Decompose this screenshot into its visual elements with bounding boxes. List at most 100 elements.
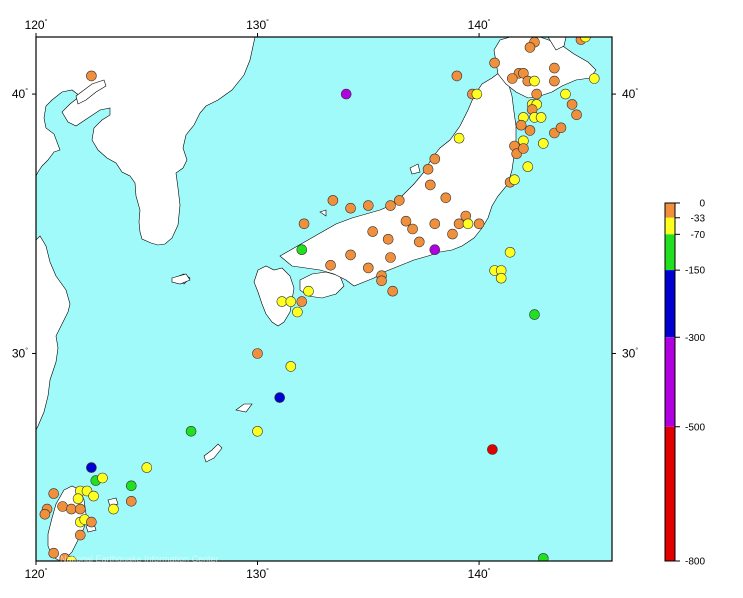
earthquake-marker — [88, 490, 99, 502]
amami-island — [235, 403, 253, 413]
hokkaido — [493, 37, 597, 99]
earthquake-marker — [86, 70, 97, 82]
earthquake-marker — [108, 503, 119, 515]
earthquake-marker — [57, 501, 68, 512]
depth-tick-label: -800 — [685, 557, 705, 568]
depth-band — [665, 270, 675, 338]
earthquake-marker — [440, 192, 452, 204]
earthquake-marker — [376, 275, 387, 287]
depth-tick-label: 0 — [699, 199, 705, 210]
axis-ticks: 120° 120° 130° 130° 140° 140° 40° 40° 30° 30° — [12, 18, 639, 581]
earthquake-marker — [252, 425, 263, 437]
earthquake-marker — [362, 200, 374, 211]
earthquake-marker — [285, 296, 297, 307]
oki-islands — [319, 209, 327, 217]
earthquake-marker — [393, 195, 405, 206]
kyushu — [253, 265, 295, 327]
earthquake-marker — [453, 132, 465, 144]
depth-tick-label: -150 — [685, 266, 705, 277]
earthquake-marker — [345, 202, 356, 214]
earthquake-marker — [489, 57, 500, 69]
earthquake-marker — [429, 244, 441, 255]
earthquake-marker — [413, 236, 425, 248]
lat-tick-label-right: 40° — [622, 87, 638, 101]
earthquake-marker — [524, 42, 536, 53]
earthquake-marker — [296, 296, 308, 307]
earthquake-marker — [535, 112, 547, 123]
earthquake-markers — [39, 37, 600, 561]
earthquake-marker — [66, 503, 77, 515]
depth-scale: 0 -33 -70 -150 -300 -500 -800 — [664, 199, 706, 568]
earthquake-marker — [538, 553, 549, 561]
sakhalin — [547, 37, 567, 51]
depth-band — [665, 426, 675, 561]
earthquake-marker — [529, 75, 540, 87]
lat-tick-label-left: 40° — [12, 87, 28, 101]
earthquake-marker — [126, 480, 137, 492]
earthquake-marker — [382, 234, 394, 245]
earthquake-marker — [185, 425, 197, 437]
lat-tick-label-right: 30° — [622, 346, 638, 360]
earthquake-marker — [126, 495, 137, 507]
china-coast — [36, 235, 71, 431]
earthquake-marker — [451, 70, 463, 82]
earthquake-marker — [252, 348, 263, 359]
earthquake-marker — [274, 392, 286, 403]
lat-tick-label-left: 30° — [12, 346, 28, 360]
lon-tick-label-bottom: 120° — [25, 567, 48, 581]
earthquake-marker — [39, 508, 51, 520]
earthquake-marker — [518, 143, 529, 154]
lon-tick-label-top: 120° — [25, 18, 48, 32]
earthquake-marker — [345, 249, 356, 261]
earthquake-marker — [72, 493, 84, 505]
earthquake-marker — [303, 285, 314, 297]
earthquake-marker — [385, 252, 396, 263]
map-frame — [35, 36, 613, 562]
earthquake-marker — [75, 529, 86, 541]
earthquake-marker — [560, 88, 571, 100]
earthquake-marker — [387, 285, 399, 297]
sado-island — [409, 163, 421, 175]
earthquake-marker — [367, 226, 379, 237]
earthquake-marker — [549, 75, 560, 87]
earthquake-marker — [141, 462, 153, 473]
earthquake-marker — [340, 88, 352, 100]
earthquake-marker — [298, 218, 310, 230]
depth-tick-label: -70 — [691, 230, 706, 241]
lon-tick-label-bottom: 130° — [246, 567, 269, 581]
earthquake-marker — [531, 88, 543, 100]
earthquake-marker — [588, 73, 600, 84]
earthquake-marker — [285, 361, 297, 372]
earthquake-marker — [515, 119, 527, 131]
earthquake-marker — [385, 200, 396, 211]
depth-tick-label: -300 — [685, 333, 705, 344]
earthquake-marker — [429, 153, 441, 165]
depth-band — [665, 337, 675, 427]
earthquake-marker — [362, 262, 374, 274]
earthquake-marker — [429, 218, 441, 230]
earthquake-marker — [549, 62, 560, 74]
earthquake-marker — [97, 472, 108, 484]
earthquake-marker — [400, 215, 412, 227]
earthquake-marker — [86, 516, 97, 528]
earthquake-marker — [75, 503, 86, 515]
earthquake-marker — [571, 109, 582, 121]
liaodong-peninsula — [75, 79, 107, 105]
earthquake-marker — [453, 218, 465, 230]
earthquake-marker — [566, 99, 578, 110]
earthquake-marker — [48, 488, 60, 499]
depth-band — [665, 217, 675, 235]
earthquake-marker — [487, 444, 498, 455]
earthquake-marker — [292, 306, 303, 318]
lon-tick-label-bottom: 140° — [468, 567, 491, 581]
lon-tick-label-top: 140° — [468, 18, 491, 32]
earthquake-marker — [504, 247, 516, 258]
earthquake-marker — [506, 73, 518, 84]
earthquake-marker — [407, 223, 418, 235]
earthquake-marker — [48, 547, 60, 559]
earthquake-marker — [422, 164, 434, 175]
depth-tick-label: -500 — [685, 422, 705, 433]
okinawa-island — [203, 443, 223, 463]
earthquake-marker — [296, 244, 308, 255]
